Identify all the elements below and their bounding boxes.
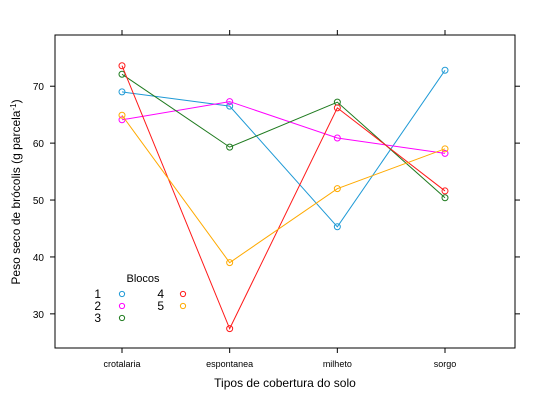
- series-line: [121, 70, 446, 228]
- y-axis-label-main: Peso seco de brócolis (g parcela: [9, 110, 23, 284]
- series-2: [118, 98, 449, 157]
- legend-label: 5: [157, 299, 164, 313]
- legend-marker: [179, 290, 187, 298]
- legend-title: Blocos: [126, 273, 160, 285]
- legend-marker: [118, 290, 126, 298]
- series-line: [121, 101, 446, 154]
- data-point: [226, 98, 234, 106]
- x-tick-label: crotalaria: [103, 359, 140, 369]
- legend-item: 1: [94, 287, 126, 301]
- series-line: [121, 65, 446, 330]
- data-point: [333, 223, 341, 231]
- legend: Blocos 123 45: [94, 273, 187, 325]
- x-axis: crotalaria espontanea milheto sorgo: [103, 30, 456, 369]
- legend-label: 1: [94, 287, 101, 301]
- data-point: [333, 104, 341, 112]
- y-tick-label: 30: [33, 310, 45, 321]
- data-point: [118, 88, 126, 96]
- data-point: [333, 185, 341, 193]
- series-line: [121, 114, 446, 264]
- y-tick-label: 60: [33, 139, 45, 150]
- legend-item: 5: [157, 299, 187, 313]
- y-tick-label: 50: [33, 196, 45, 207]
- legend-item: 4: [157, 287, 187, 301]
- y-tick-label: 40: [33, 253, 45, 264]
- y-axis: 30 40 50 60 70: [33, 82, 520, 321]
- series-4: [118, 62, 449, 333]
- series-5: [118, 111, 449, 267]
- series-layer: [118, 62, 449, 333]
- data-point: [441, 149, 449, 157]
- data-point: [441, 145, 449, 153]
- legend-item: 2: [94, 299, 126, 313]
- legend-label: 4: [157, 287, 164, 301]
- data-point: [441, 187, 449, 195]
- x-tick-label: sorgo: [434, 359, 457, 369]
- legend-item: 3: [94, 311, 126, 325]
- x-tick-label: espontanea: [206, 359, 253, 369]
- series-3: [118, 70, 449, 202]
- series-1: [118, 66, 449, 231]
- y-tick-label: 70: [33, 82, 45, 93]
- series-line: [121, 73, 446, 199]
- data-point: [441, 194, 449, 202]
- data-point: [226, 325, 234, 333]
- data-point: [118, 111, 126, 119]
- data-point: [333, 134, 341, 142]
- data-point: [226, 102, 234, 110]
- legend-marker: [118, 302, 126, 310]
- x-tick-label: milheto: [323, 359, 352, 369]
- x-axis-label: Tipos de cobertura do solo: [214, 376, 356, 390]
- y-axis-label-superscript: -1: [9, 103, 18, 111]
- plot-frame: [54, 34, 516, 349]
- data-point: [226, 143, 234, 151]
- data-point: [118, 62, 126, 70]
- data-point: [441, 66, 449, 74]
- legend-marker: [118, 314, 126, 322]
- legend-label: 3: [94, 311, 101, 325]
- y-axis-label-close: ): [9, 99, 23, 103]
- y-axis-label: Peso seco de brócolis (g parcela-1): [9, 99, 24, 284]
- legend-marker: [179, 302, 187, 310]
- data-point: [226, 259, 234, 267]
- legend-label: 2: [94, 299, 101, 313]
